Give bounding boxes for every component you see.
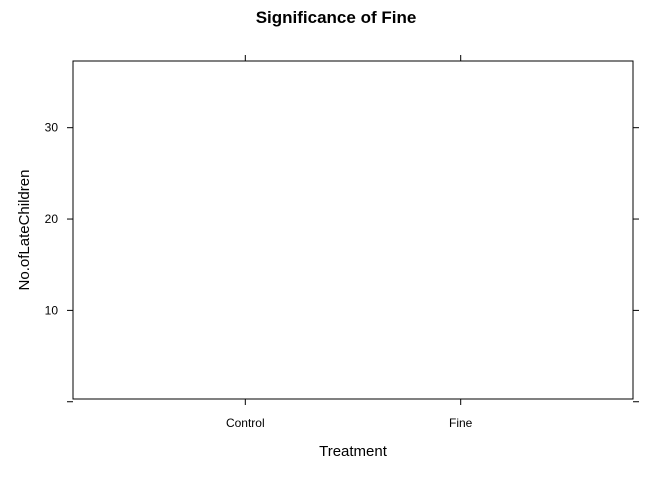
y-tick-label: 30 xyxy=(45,121,59,135)
y-tick-label: 20 xyxy=(45,212,59,226)
x-axis-label: Treatment xyxy=(319,443,388,460)
x-tick-label: Control xyxy=(226,416,265,430)
x-axis: Control Fine xyxy=(226,55,473,430)
x-tick-label: Fine xyxy=(449,416,473,430)
y-tick-label: 10 xyxy=(45,303,59,317)
chart-title: Significance of Fine xyxy=(256,8,417,27)
y-axis-label: No.ofLateChildren xyxy=(16,170,33,291)
y-axis: 10 20 30 xyxy=(45,121,639,403)
plot-frame xyxy=(72,60,634,400)
